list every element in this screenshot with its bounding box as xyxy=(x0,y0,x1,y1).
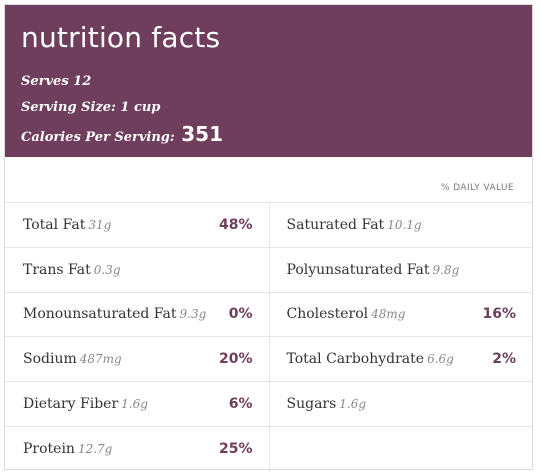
nutrient-daily-percent: 25% xyxy=(218,440,253,457)
nutrient-cell: Sugars 1.6g xyxy=(268,382,533,426)
nutrient-name: Sugars xyxy=(286,396,337,413)
nutrient-amount: 10.1g xyxy=(387,217,422,232)
nutrient-amount: 48mg xyxy=(371,307,406,322)
nutrient-cell: Total Fat 31g 48% xyxy=(5,203,269,247)
nutrient-daily-percent: 16% xyxy=(482,306,516,323)
nutrient-amount: 6.6g xyxy=(427,352,454,367)
nutrient-cell: Polyunsaturated Fat 9.8g xyxy=(268,247,533,292)
nutrient-name: Protein xyxy=(23,440,75,457)
nutrient-daily-percent: 48% xyxy=(218,216,253,233)
nutrient-name: Cholesterol xyxy=(286,306,369,323)
nutrient-daily-percent: 0% xyxy=(228,306,253,323)
nutrient-cell: Dietary Fiber 1.6g 6% xyxy=(5,382,269,426)
nutrient-name: Saturated Fat xyxy=(286,216,385,233)
nutrient-amount: 31g xyxy=(88,217,112,232)
nutrient-cell: Saturated Fat 10.1g xyxy=(268,203,533,247)
nutrient-name: Total Carbohydrate xyxy=(286,351,425,368)
nutrient-amount: 9.3g xyxy=(179,307,207,322)
nutrition-facts-card: nutrition facts Serves 12 Serving Size: … xyxy=(4,4,533,471)
daily-value-label: % DAILY VALUE xyxy=(441,183,514,193)
nutrient-amount: 1.6g xyxy=(121,397,148,412)
nutrient-row: Sodium 487mg 20% Total Carbohydrate 6.6g… xyxy=(5,336,532,381)
nutrient-daily-percent: 20% xyxy=(218,351,253,368)
nutrient-amount: 12.7g xyxy=(77,441,113,456)
nutrient-cell: Sodium 487mg 20% xyxy=(5,337,269,381)
nutrient-amount: 9.8g xyxy=(432,262,460,277)
nutrient-cell: Cholesterol 48mg 16% xyxy=(268,292,533,337)
nutrient-name: Total Fat xyxy=(23,216,86,233)
nutrient-row: Monounsaturated Fat 9.3g 0% Cholesterol … xyxy=(5,291,533,337)
nutrient-cell: Total Carbohydrate 6.6g 2% xyxy=(268,337,533,381)
nutrient-daily-percent: 2% xyxy=(492,351,516,368)
nutrient-daily-percent: 6% xyxy=(228,396,253,413)
daily-value-header: % DAILY VALUE xyxy=(5,157,532,202)
calories-value: 351 xyxy=(181,122,223,146)
nutrient-row: Protein 12.7g 25% xyxy=(5,425,533,471)
calories-label: Calories Per Serving: xyxy=(21,130,175,145)
nutrient-cell: Trans Fat 0.3g xyxy=(5,248,269,292)
serving-size-text: Serving Size: 1 cup xyxy=(21,100,161,115)
nutrient-name: Trans Fat xyxy=(23,261,91,278)
nutrient-cell: Monounsaturated Fat 9.3g 0% xyxy=(5,293,269,337)
nutrient-table: Total Fat 31g 48% Saturated Fat 10.1g Tr… xyxy=(5,202,532,471)
nutrient-amount: 0.3g xyxy=(93,262,121,277)
nutrient-cell xyxy=(268,426,533,471)
nutrient-name: Dietary Fiber xyxy=(23,396,119,413)
nutrient-amount: 1.6g xyxy=(339,397,367,412)
nutrient-row: Trans Fat 0.3g Polyunsaturated Fat 9.8g xyxy=(5,246,533,292)
nutrient-cell: Protein 12.7g 25% xyxy=(5,427,269,471)
nutrient-row: Total Fat 31g 48% Saturated Fat 10.1g xyxy=(5,202,532,247)
nutrient-amount: 487mg xyxy=(79,352,122,367)
calories-line: Calories Per Serving: 351 xyxy=(21,121,516,151)
nutrient-row: Dietary Fiber 1.6g 6% Sugars 1.6g xyxy=(5,381,532,426)
nutrition-header: nutrition facts Serves 12 Serving Size: … xyxy=(5,5,532,157)
nutrient-name: Polyunsaturated Fat xyxy=(286,261,430,278)
nutrition-title: nutrition facts xyxy=(21,21,221,54)
nutrient-name: Monounsaturated Fat xyxy=(23,306,177,323)
serves-text: Serves 12 xyxy=(21,74,92,89)
nutrient-name: Sodium xyxy=(23,351,77,368)
